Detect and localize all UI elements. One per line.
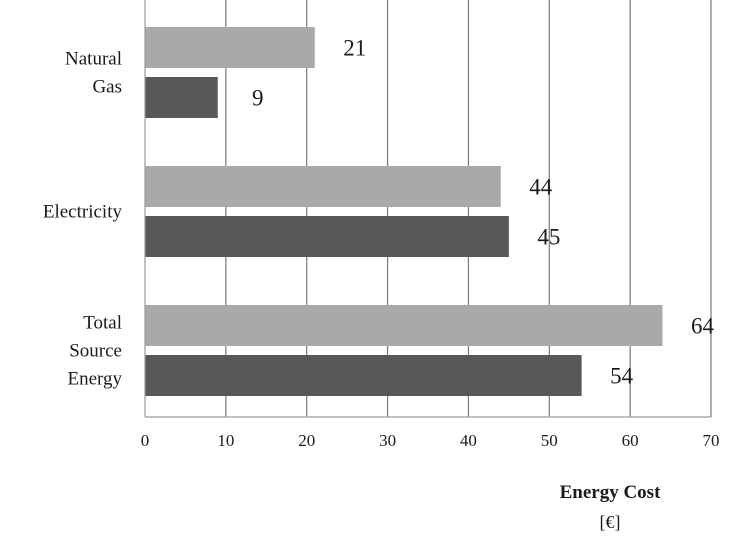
category-labels: Natural Gas Electricity Total Source Energy bbox=[43, 49, 123, 390]
bar bbox=[145, 27, 315, 68]
category-label: Natural Gas bbox=[65, 49, 122, 98]
data-label: 45 bbox=[537, 225, 560, 250]
bar bbox=[145, 77, 218, 118]
data-label: 64 bbox=[691, 314, 715, 339]
data-labels: 21 9 44 45 64 54 bbox=[252, 36, 714, 389]
x-tick-label: 50 bbox=[541, 431, 558, 450]
bar bbox=[145, 305, 663, 346]
bar bbox=[145, 355, 582, 396]
category-label: Electricity bbox=[43, 202, 123, 223]
x-tick-label: 30 bbox=[379, 431, 396, 450]
x-axis-title: Energy Cost bbox=[560, 482, 661, 503]
bar bbox=[145, 166, 501, 207]
x-tick-labels: 0 10 20 30 40 50 60 70 bbox=[141, 431, 720, 450]
data-label: 9 bbox=[252, 86, 264, 111]
category-label: Total Source Energy bbox=[67, 313, 122, 390]
x-tick-label: 60 bbox=[622, 431, 639, 450]
data-label: 44 bbox=[529, 175, 553, 200]
x-tick-label: 10 bbox=[217, 431, 234, 450]
x-tick-label: 20 bbox=[298, 431, 315, 450]
x-tick-label: 40 bbox=[460, 431, 477, 450]
bar bbox=[145, 216, 509, 257]
data-label: 54 bbox=[610, 364, 634, 389]
x-tick-label: 70 bbox=[703, 431, 720, 450]
x-axis-unit: [€] bbox=[600, 512, 621, 532]
data-label: 21 bbox=[343, 36, 366, 61]
gridlines bbox=[225, 0, 712, 417]
x-tick-label: 0 bbox=[141, 431, 150, 450]
bars bbox=[145, 27, 663, 396]
